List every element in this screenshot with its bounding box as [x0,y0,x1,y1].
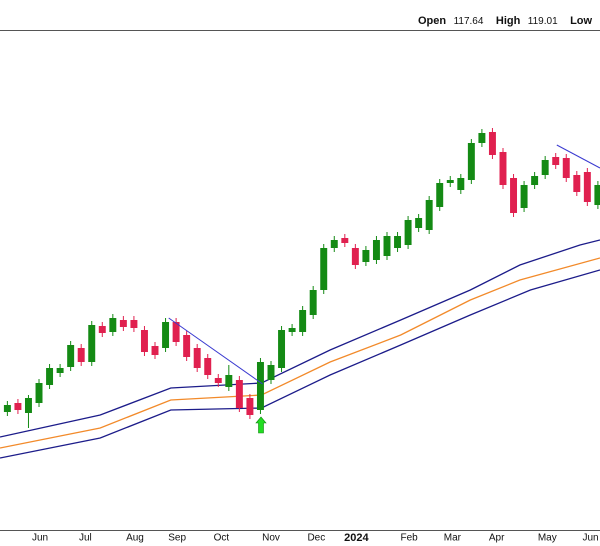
candle-body [362,250,370,262]
x-tick-label: 2024 [344,532,369,544]
candle-body [119,320,127,327]
candle-body [446,180,454,183]
candle-body [372,240,380,260]
x-tick-label: Dec [307,533,325,544]
candle-body [383,236,391,256]
candle-body [35,383,43,403]
candle-body [330,240,338,248]
candle-body [98,326,106,333]
candle-body [278,330,286,368]
x-tick-label: Aug [126,533,144,544]
candle-body [130,320,138,328]
candle-body [478,133,486,143]
candle-body [56,368,64,373]
candle-body [415,218,423,228]
candle-body [109,318,117,332]
candle-body [225,375,233,387]
candle-body [404,220,412,245]
x-tick-label: Sep [168,533,186,544]
header-label: Open [418,15,446,27]
x-tick-label: Oct [214,533,230,544]
candle-body [204,358,212,375]
header-value: 117.64 [454,16,484,27]
header-value: 119.01 [528,16,558,27]
candle-body [562,158,570,178]
candle-body [467,143,475,180]
x-tick-label: May [538,533,557,544]
candle-body [214,378,222,383]
candle-body [499,152,507,185]
candle-body [77,348,85,362]
x-tick-label: Feb [401,533,419,544]
ohlc-header: Open 117.64 High 119.01 Low 111 [418,12,600,29]
candle-body [67,345,75,367]
x-tick-label: Jun [582,533,598,544]
candle-body [288,328,296,332]
band-line [0,239,600,438]
candle-body [14,403,22,410]
candle-body [24,398,32,413]
band-line [0,269,600,459]
candle-body [151,346,159,355]
candle-body [573,175,581,192]
candle-body [531,176,539,185]
signal-arrow [255,416,267,434]
candle-body [541,160,549,175]
header-label: Low [570,15,592,27]
candle-body [309,290,317,315]
candle-body [552,157,560,165]
plot-area [0,128,600,459]
candle-body [235,380,243,408]
candle-body [394,236,402,248]
candle-body [520,185,528,208]
trend-line [556,144,600,169]
candle-body [3,405,11,412]
candle-body [583,172,591,202]
x-tick-label: Mar [444,533,462,544]
candle-body [246,398,254,415]
candle-body [436,183,444,207]
candle-body [256,362,264,410]
candle-body [88,325,96,362]
x-tick-label: Jun [32,533,48,544]
candle-body [594,185,600,205]
candle-body [46,368,54,385]
header-label: High [496,15,521,27]
x-tick-label: Jul [79,533,92,544]
candle-body [183,335,191,357]
candle-body [162,322,170,348]
candle-body [351,248,359,265]
candle-body [299,310,307,332]
candle-body [193,348,201,368]
x-axis: Jun Jul Aug Sep Oct Nov Dec 2024 Feb Mar Apr May Jun [32,532,599,544]
candle-body [425,200,433,230]
x-tick-label: Apr [489,533,505,544]
x-tick-label: Nov [262,533,280,544]
candle-body [488,132,496,155]
band-line [0,257,600,449]
candle-body [341,238,349,243]
candle-body [172,322,180,342]
trend-line [168,317,263,385]
candle-body [510,178,518,213]
candle-body [267,365,275,380]
candle-body [320,248,328,290]
candle-body [140,330,148,352]
candle-body [457,178,465,190]
